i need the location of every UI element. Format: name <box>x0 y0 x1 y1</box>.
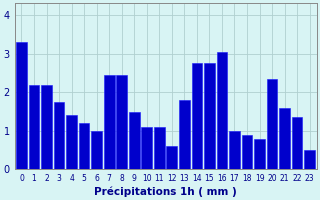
Bar <box>242 135 252 169</box>
Bar <box>54 102 64 169</box>
Bar <box>41 85 52 169</box>
Bar <box>79 123 90 169</box>
Bar <box>141 127 152 169</box>
Bar <box>104 75 115 169</box>
Bar <box>166 146 177 169</box>
Bar <box>91 131 102 169</box>
X-axis label: Précipitations 1h ( mm ): Précipitations 1h ( mm ) <box>94 186 237 197</box>
Bar <box>66 115 77 169</box>
Bar <box>217 52 227 169</box>
Bar <box>254 139 265 169</box>
Bar <box>129 112 140 169</box>
Bar <box>116 75 127 169</box>
Bar <box>304 150 315 169</box>
Bar <box>292 117 302 169</box>
Bar <box>29 85 39 169</box>
Bar <box>267 79 277 169</box>
Bar <box>154 127 164 169</box>
Bar <box>179 100 190 169</box>
Bar <box>279 108 290 169</box>
Bar <box>16 42 27 169</box>
Bar <box>229 131 240 169</box>
Bar <box>192 63 202 169</box>
Bar <box>204 63 215 169</box>
